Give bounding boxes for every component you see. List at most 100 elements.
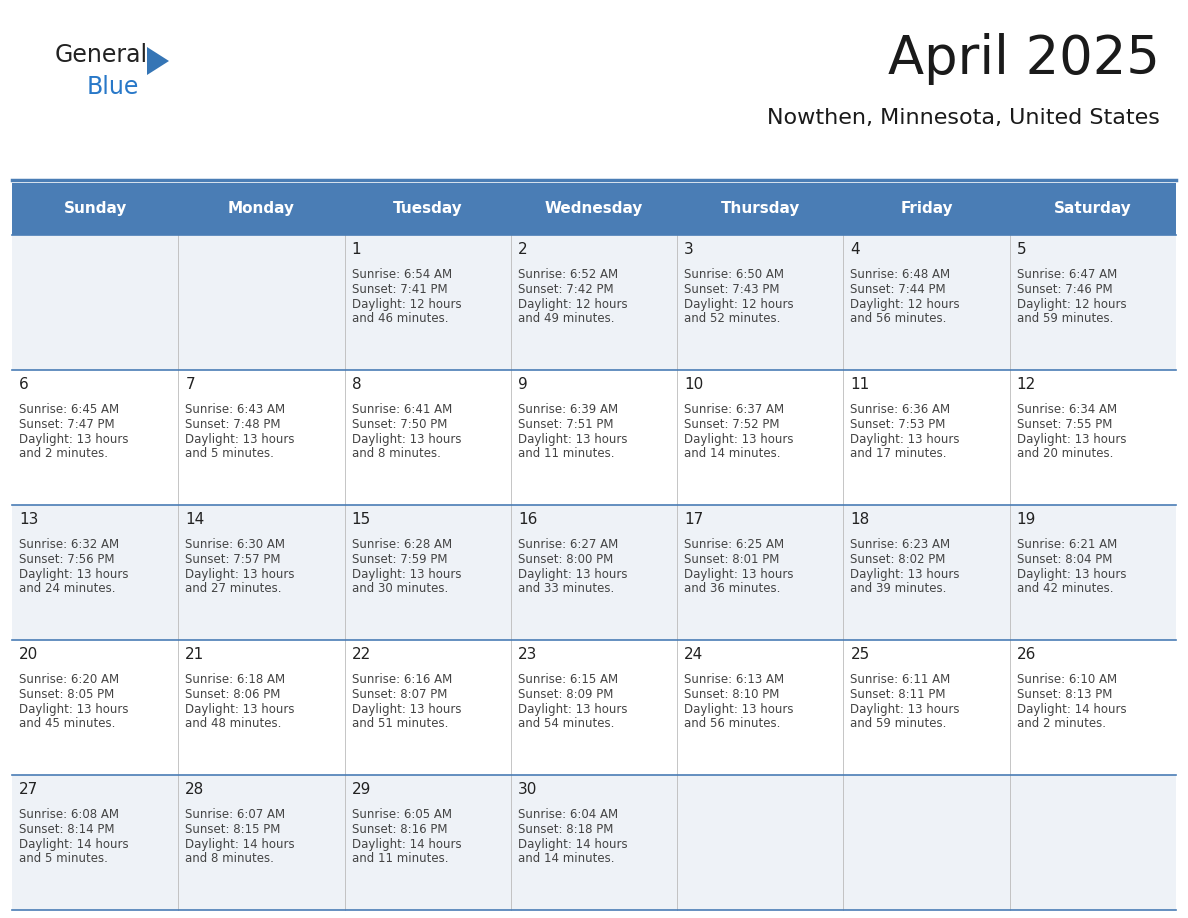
Text: Sunrise: 6:50 AM: Sunrise: 6:50 AM (684, 268, 784, 281)
Text: and 46 minutes.: and 46 minutes. (352, 312, 448, 325)
Text: Sunrise: 6:47 AM: Sunrise: 6:47 AM (1017, 268, 1117, 281)
Text: Daylight: 13 hours: Daylight: 13 hours (851, 432, 960, 445)
Text: and 56 minutes.: and 56 minutes. (684, 717, 781, 731)
Text: Sunrise: 6:10 AM: Sunrise: 6:10 AM (1017, 673, 1117, 686)
Text: and 42 minutes.: and 42 minutes. (1017, 582, 1113, 595)
Text: and 56 minutes.: and 56 minutes. (851, 312, 947, 325)
Text: Sunset: 8:14 PM: Sunset: 8:14 PM (19, 823, 114, 835)
Text: and 11 minutes.: and 11 minutes. (352, 852, 448, 866)
Text: 3: 3 (684, 242, 694, 257)
Text: Sunrise: 6:52 AM: Sunrise: 6:52 AM (518, 268, 618, 281)
Text: and 59 minutes.: and 59 minutes. (851, 717, 947, 731)
Text: Sunset: 7:57 PM: Sunset: 7:57 PM (185, 553, 280, 565)
Text: and 8 minutes.: and 8 minutes. (185, 852, 274, 866)
Text: Daylight: 13 hours: Daylight: 13 hours (19, 702, 128, 715)
Bar (12, 775, 1176, 910)
Text: 23: 23 (518, 647, 537, 662)
Text: Sunrise: 6:27 AM: Sunrise: 6:27 AM (518, 538, 618, 551)
Text: Daylight: 13 hours: Daylight: 13 hours (19, 432, 128, 445)
Text: Sunrise: 6:28 AM: Sunrise: 6:28 AM (352, 538, 451, 551)
Text: Sunrise: 6:45 AM: Sunrise: 6:45 AM (19, 403, 119, 416)
Text: and 36 minutes.: and 36 minutes. (684, 582, 781, 595)
Text: and 30 minutes.: and 30 minutes. (352, 582, 448, 595)
Text: and 14 minutes.: and 14 minutes. (684, 447, 781, 460)
Text: and 59 minutes.: and 59 minutes. (1017, 312, 1113, 325)
Text: Daylight: 13 hours: Daylight: 13 hours (851, 702, 960, 715)
Text: Sunrise: 6:54 AM: Sunrise: 6:54 AM (352, 268, 451, 281)
Text: and 45 minutes.: and 45 minutes. (19, 717, 115, 731)
Text: 20: 20 (19, 647, 38, 662)
Text: 11: 11 (851, 377, 870, 392)
Text: 8: 8 (352, 377, 361, 392)
Text: Sunset: 8:00 PM: Sunset: 8:00 PM (518, 553, 613, 565)
Text: Monday: Monday (228, 201, 295, 217)
Text: Nowthen, Minnesota, United States: Nowthen, Minnesota, United States (767, 108, 1159, 128)
Text: Sunrise: 6:16 AM: Sunrise: 6:16 AM (352, 673, 451, 686)
Bar (12, 640, 1176, 775)
Text: Daylight: 12 hours: Daylight: 12 hours (518, 297, 627, 310)
Text: 4: 4 (851, 242, 860, 257)
Text: Sunday: Sunday (63, 201, 127, 217)
Text: Daylight: 14 hours: Daylight: 14 hours (19, 837, 128, 850)
Text: Sunrise: 6:20 AM: Sunrise: 6:20 AM (19, 673, 119, 686)
Text: 29: 29 (352, 782, 371, 797)
Text: Thursday: Thursday (721, 201, 800, 217)
Text: Blue: Blue (87, 75, 139, 99)
Text: 21: 21 (185, 647, 204, 662)
Text: and 8 minutes.: and 8 minutes. (352, 447, 441, 460)
Text: 17: 17 (684, 512, 703, 527)
Text: Sunrise: 6:30 AM: Sunrise: 6:30 AM (185, 538, 285, 551)
Text: Sunset: 8:13 PM: Sunset: 8:13 PM (1017, 688, 1112, 700)
Text: 19: 19 (1017, 512, 1036, 527)
Text: Sunset: 7:42 PM: Sunset: 7:42 PM (518, 283, 613, 296)
Text: Sunset: 7:47 PM: Sunset: 7:47 PM (19, 418, 114, 431)
Text: Daylight: 12 hours: Daylight: 12 hours (851, 297, 960, 310)
Bar (12, 370, 1176, 505)
Text: Sunrise: 6:25 AM: Sunrise: 6:25 AM (684, 538, 784, 551)
Text: Wednesday: Wednesday (545, 201, 643, 217)
Text: Sunrise: 6:13 AM: Sunrise: 6:13 AM (684, 673, 784, 686)
Text: Daylight: 13 hours: Daylight: 13 hours (851, 567, 960, 580)
Text: Sunrise: 6:41 AM: Sunrise: 6:41 AM (352, 403, 451, 416)
Text: Daylight: 12 hours: Daylight: 12 hours (684, 297, 794, 310)
Bar (12, 505, 1176, 640)
Text: Sunset: 7:50 PM: Sunset: 7:50 PM (352, 418, 447, 431)
Text: Daylight: 13 hours: Daylight: 13 hours (684, 567, 794, 580)
Text: 18: 18 (851, 512, 870, 527)
Text: 30: 30 (518, 782, 537, 797)
Text: and 49 minutes.: and 49 minutes. (518, 312, 614, 325)
Text: Sunset: 8:10 PM: Sunset: 8:10 PM (684, 688, 779, 700)
Text: Daylight: 13 hours: Daylight: 13 hours (185, 702, 295, 715)
Text: Daylight: 13 hours: Daylight: 13 hours (352, 702, 461, 715)
Text: and 5 minutes.: and 5 minutes. (19, 852, 108, 866)
Text: and 33 minutes.: and 33 minutes. (518, 582, 614, 595)
Text: Sunset: 7:55 PM: Sunset: 7:55 PM (1017, 418, 1112, 431)
Text: Sunset: 8:07 PM: Sunset: 8:07 PM (352, 688, 447, 700)
Text: Sunset: 8:01 PM: Sunset: 8:01 PM (684, 553, 779, 565)
Text: and 52 minutes.: and 52 minutes. (684, 312, 781, 325)
Text: Sunset: 7:53 PM: Sunset: 7:53 PM (851, 418, 946, 431)
Text: 6: 6 (19, 377, 29, 392)
Text: 27: 27 (19, 782, 38, 797)
Text: Daylight: 13 hours: Daylight: 13 hours (1017, 567, 1126, 580)
Text: 15: 15 (352, 512, 371, 527)
Text: 16: 16 (518, 512, 537, 527)
Text: and 27 minutes.: and 27 minutes. (185, 582, 282, 595)
Text: Sunrise: 6:08 AM: Sunrise: 6:08 AM (19, 808, 119, 821)
Text: Daylight: 12 hours: Daylight: 12 hours (352, 297, 461, 310)
Text: Sunset: 7:43 PM: Sunset: 7:43 PM (684, 283, 779, 296)
Text: April 2025: April 2025 (889, 33, 1159, 85)
Text: Sunrise: 6:37 AM: Sunrise: 6:37 AM (684, 403, 784, 416)
Text: and 17 minutes.: and 17 minutes. (851, 447, 947, 460)
Text: and 39 minutes.: and 39 minutes. (851, 582, 947, 595)
Text: Daylight: 13 hours: Daylight: 13 hours (185, 567, 295, 580)
Text: Sunrise: 6:23 AM: Sunrise: 6:23 AM (851, 538, 950, 551)
Text: Sunset: 8:05 PM: Sunset: 8:05 PM (19, 688, 114, 700)
Text: and 11 minutes.: and 11 minutes. (518, 447, 614, 460)
Text: Sunset: 8:16 PM: Sunset: 8:16 PM (352, 823, 447, 835)
Text: and 14 minutes.: and 14 minutes. (518, 852, 614, 866)
Text: and 2 minutes.: and 2 minutes. (19, 447, 108, 460)
Text: 2: 2 (518, 242, 527, 257)
Text: Daylight: 14 hours: Daylight: 14 hours (518, 837, 627, 850)
Text: Daylight: 12 hours: Daylight: 12 hours (1017, 297, 1126, 310)
